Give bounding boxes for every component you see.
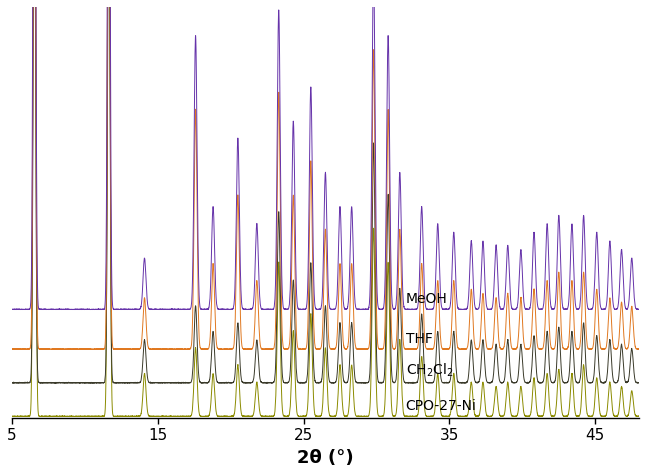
Text: CPO-27-Ni: CPO-27-Ni xyxy=(406,399,477,413)
X-axis label: 2θ (°): 2θ (°) xyxy=(297,449,354,467)
Text: MeOH: MeOH xyxy=(406,292,448,306)
Text: CH$_2$Cl$_2$: CH$_2$Cl$_2$ xyxy=(406,362,453,379)
Text: THF: THF xyxy=(406,332,433,346)
